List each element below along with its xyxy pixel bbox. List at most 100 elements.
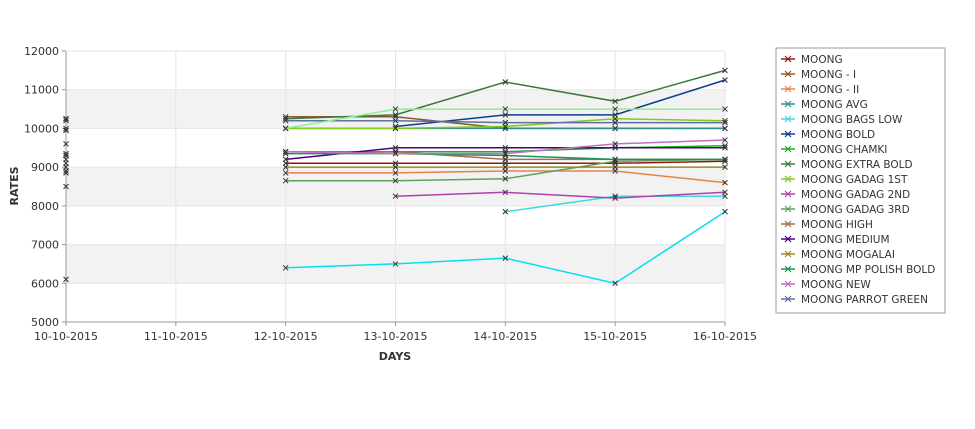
- legend-label: MOONG CHAMKI: [801, 144, 887, 156]
- data-point: [502, 208, 509, 215]
- legend-item: MOONG AVG: [781, 99, 868, 111]
- data-point: [63, 156, 69, 163]
- y-tick-label: 8000: [31, 200, 59, 213]
- x-tick-labels: 10-10-2015 11-10-2015 12-10-2015 13-10-2015…: [34, 322, 757, 343]
- y-tick-label: 10000: [24, 122, 59, 135]
- legend-item: MOONG BOLD: [781, 129, 875, 141]
- data-point: [392, 177, 399, 184]
- legend-item: MOONG MP POLISH BOLD: [781, 264, 935, 276]
- y-tick-label: 7000: [31, 239, 59, 252]
- data-point: [722, 119, 728, 126]
- series-moong-medium: [63, 144, 728, 163]
- data-point: [282, 125, 289, 132]
- legend-item: MOONG HIGH: [781, 219, 873, 231]
- data-point: [63, 141, 69, 147]
- x-tick-label: 15-10-2015: [583, 330, 647, 343]
- data-point: [722, 67, 728, 74]
- series-moong-new: [63, 137, 728, 157]
- data-point: [63, 150, 69, 157]
- data-point: [722, 137, 728, 143]
- data-point: [612, 98, 619, 105]
- data-point: [722, 189, 728, 196]
- series-moong-parrot-green: [63, 117, 728, 126]
- y-tick-labels: 5000 6000 7000 8000 9000 10000 11000 12000: [24, 45, 66, 329]
- legend-item: MOONG EXTRA BOLD: [781, 159, 913, 171]
- legend-marker: [784, 205, 792, 213]
- data-point: [502, 175, 509, 182]
- data-point: [282, 164, 289, 170]
- y-axis-label: RATES: [8, 166, 21, 205]
- legend-item: MOONG PARROT GREEN: [781, 294, 928, 306]
- data-point: [722, 156, 728, 163]
- legend-label: MOONG EXTRA BOLD: [801, 159, 913, 171]
- legend-item: MOONG MOGALAI: [781, 249, 895, 261]
- legend-label: MOONG MP POLISH BOLD: [801, 264, 935, 276]
- legend-marker: [784, 85, 792, 93]
- data-point: [502, 79, 509, 85]
- data-point: [392, 150, 399, 157]
- legend-label: MOONG HIGH: [801, 219, 873, 231]
- data-point: [392, 106, 399, 112]
- data-point: [63, 170, 69, 176]
- x-tick-label: 12-10-2015: [254, 330, 318, 343]
- data-point: [612, 156, 619, 163]
- data-point: [282, 264, 289, 271]
- legend-label: MOONG BAGS LOW: [801, 114, 903, 126]
- x-tick-label: 13-10-2015: [364, 330, 428, 343]
- x-axis-label: DAYS: [379, 350, 412, 363]
- data-point: [612, 195, 619, 201]
- legend-box: [775, 47, 946, 314]
- legend-label: MOONG NEW: [801, 279, 871, 291]
- data-point: [392, 193, 399, 200]
- legend-marker: [784, 70, 792, 78]
- data-point: [282, 156, 289, 163]
- data-point: [392, 164, 399, 170]
- legend-marker: [784, 250, 792, 258]
- data-point: [502, 144, 509, 151]
- legend-item: MOONG GADAG 1ST: [781, 174, 908, 186]
- data-point: [282, 148, 289, 155]
- legend-label: MOONG GADAG 2ND: [801, 189, 910, 201]
- x-tick-label: 10-10-2015: [34, 330, 98, 343]
- legend-item: MOONG - II: [781, 84, 859, 96]
- data-point: [612, 106, 619, 112]
- data-point: [722, 208, 728, 215]
- y-tick-label: 9000: [31, 161, 59, 174]
- legend-label: MOONG PARROT GREEN: [801, 294, 928, 306]
- data-point: [63, 117, 69, 124]
- legend-marker: [784, 55, 792, 63]
- series-unlabeled: [63, 106, 728, 132]
- legend-marker: [784, 100, 792, 108]
- legend-marker: [784, 295, 792, 303]
- legend-item: MOONG NEW: [781, 279, 871, 291]
- data-point: [502, 164, 509, 170]
- data-point: [612, 280, 619, 287]
- legend-marker: [784, 220, 792, 228]
- y-tick-label: 12000: [24, 45, 59, 58]
- legend-item: MOONG: [781, 54, 843, 66]
- legend-label: MOONG GADAG 1ST: [801, 174, 908, 186]
- data-point: [63, 125, 69, 132]
- x-tick-label: 11-10-2015: [144, 330, 208, 343]
- data-point: [392, 125, 399, 132]
- data-point: [502, 119, 509, 126]
- data-point: [502, 189, 509, 196]
- data-point: [502, 255, 509, 261]
- series-moong-mogalai: [63, 164, 728, 170]
- data-point: [502, 150, 509, 157]
- data-point: [502, 106, 509, 112]
- series-line: [395, 191, 726, 199]
- data-point: [722, 144, 728, 151]
- data-point: [722, 179, 728, 186]
- legend-label: MOONG: [801, 54, 843, 66]
- legend-marker: [784, 265, 792, 273]
- legend-label: MOONG MEDIUM: [801, 234, 890, 246]
- data-point: [63, 276, 69, 283]
- data-point: [282, 177, 289, 184]
- data-point: [63, 183, 69, 190]
- legend-item: MOONG BAGS LOW: [781, 114, 903, 126]
- legend-marker: [784, 190, 792, 198]
- legend-marker: [784, 175, 792, 183]
- data-point: [392, 144, 399, 151]
